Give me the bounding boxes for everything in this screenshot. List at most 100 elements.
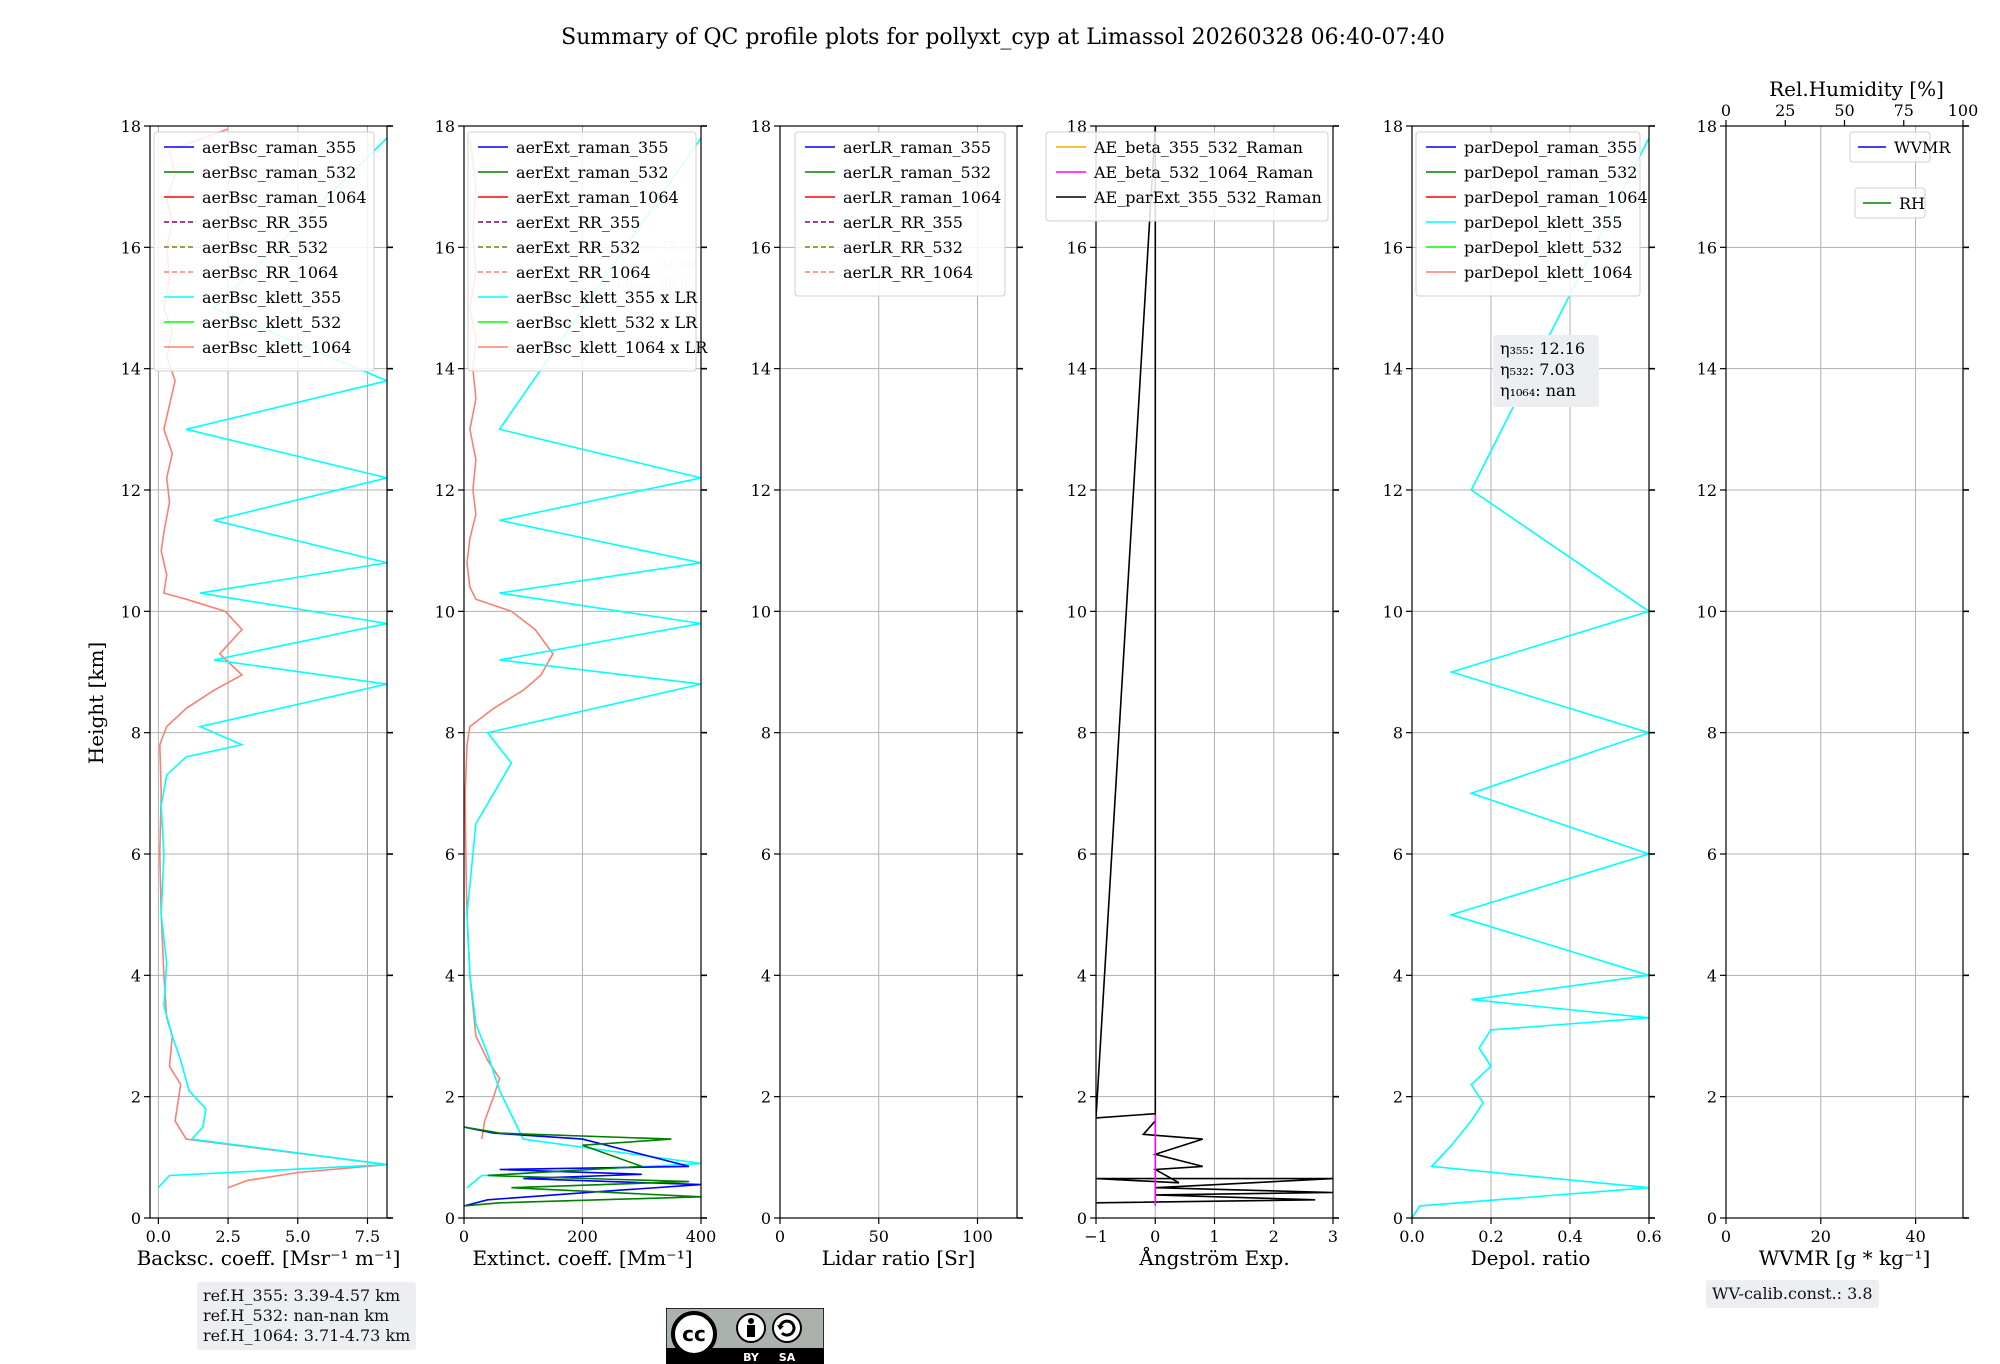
y-tick-label: 8: [1707, 724, 1717, 743]
legend-label: aerLR_raman_532: [843, 163, 991, 182]
axes-frame: [149, 125, 388, 1219]
y-tick-label: 12: [751, 481, 771, 500]
y-tick-label: 8: [445, 724, 455, 743]
cc-license-badge: cc BY SA: [666, 1308, 824, 1364]
series-line-aerBsc_klett_355 x LR: [466, 137, 701, 1189]
legend-label: AE_parExt_355_532_Raman: [1093, 188, 1322, 207]
y-tick-label: 4: [131, 966, 141, 985]
legend-label: aerExt_RR_1064: [516, 263, 651, 282]
eta-box: [1493, 335, 1599, 407]
legend-label: parDepol_raman_355: [1464, 138, 1637, 157]
legend-label: aerBsc_klett_1064: [202, 338, 351, 357]
legend-label: aerLR_raman_355: [843, 138, 991, 157]
y-tick-label: 16: [751, 238, 771, 257]
legend-label: aerBsc_klett_532: [202, 313, 341, 332]
y-tick-label: 16: [1383, 238, 1403, 257]
y-tick-label: 4: [761, 966, 771, 985]
x-tick-label: 40: [1905, 1227, 1925, 1246]
x-tick-label: 2: [1269, 1227, 1279, 1246]
y-tick-label: 12: [121, 481, 141, 500]
y-tick-label: 18: [435, 117, 455, 136]
x-tick-label: 0: [459, 1227, 469, 1246]
y-tick-label: 14: [1383, 360, 1403, 379]
y-tick-label: 16: [435, 238, 455, 257]
top-x-tick-label: 75: [1894, 101, 1914, 120]
series-line-aerBsc_klett_355: [157, 137, 387, 1189]
wv-calib-box: WV-calib.const.: 3.8: [1706, 1280, 1879, 1308]
x-tick-label: 0: [775, 1227, 785, 1246]
y-tick-label: 0: [445, 1209, 455, 1228]
eta-value: η₁₀₆₄: nan: [1500, 381, 1576, 400]
y-tick-label: 14: [121, 360, 141, 379]
legend-label: aerBsc_raman_532: [202, 163, 356, 182]
y-tick-label: 4: [445, 966, 455, 985]
y-tick-label: 18: [1697, 117, 1717, 136]
y-tick-label: 0: [1077, 1209, 1087, 1228]
y-tick-label: 4: [1393, 966, 1403, 985]
y-tick-label: 6: [445, 845, 455, 864]
y-tick-label: 12: [1067, 481, 1087, 500]
y-tick-label: 10: [751, 602, 771, 621]
legend-label: aerBsc_RR_1064: [202, 263, 338, 282]
legend-label: aerBsc_klett_355: [202, 288, 341, 307]
legend-label: aerExt_RR_355: [516, 213, 640, 232]
legend-label: aerBsc_RR_355: [202, 213, 328, 232]
y-tick-label: 14: [1067, 360, 1087, 379]
x-axis-label: Depol. ratio: [1471, 1246, 1591, 1270]
svg-text:cc: cc: [682, 1322, 706, 1346]
x-tick-label: 7.5: [355, 1227, 380, 1246]
y-tick-label: 0: [761, 1209, 771, 1228]
y-tick-label: 18: [751, 117, 771, 136]
x-tick-label: 0.6: [1636, 1227, 1661, 1246]
x-tick-label: −1: [1084, 1227, 1108, 1246]
legend-label: aerLR_RR_355: [843, 213, 963, 232]
y-tick-label: 12: [1383, 481, 1403, 500]
series-line-AE_parExt_355_532_Raman: [1096, 126, 1333, 1204]
x-tick-label: 0.0: [1399, 1227, 1424, 1246]
legend-box: [467, 131, 697, 372]
ref-height-box: ref.H_355: 3.39-4.57 km ref.H_532: nan-n…: [197, 1282, 417, 1350]
y-tick-label: 16: [121, 238, 141, 257]
y-tick-label: 2: [445, 1088, 455, 1107]
y-tick-label: 10: [1697, 602, 1717, 621]
y-tick-label: 12: [1697, 481, 1717, 500]
legend-box: [1849, 131, 1931, 163]
y-tick-label: 2: [761, 1088, 771, 1107]
legend-label: AE_beta_355_532_Raman: [1093, 138, 1303, 157]
y-tick-label: 18: [1067, 117, 1087, 136]
y-tick-label: 4: [1077, 966, 1087, 985]
x-tick-label: 2.5: [215, 1227, 240, 1246]
legend-label: parDepol_klett_355: [1464, 213, 1622, 232]
x-tick-label: 400: [686, 1227, 717, 1246]
x-axis-label: Backsc. coeff. [Msr⁻¹ m⁻¹]: [137, 1246, 401, 1270]
x-tick-label: 200: [567, 1227, 598, 1246]
y-tick-label: 16: [1697, 238, 1717, 257]
legend-label: RH: [1899, 194, 1925, 213]
legend-label: aerLR_RR_1064: [843, 263, 973, 282]
x-axis-label: Lidar ratio [Sr]: [822, 1246, 976, 1270]
legend-label: aerBsc_RR_532: [202, 238, 328, 257]
top-x-tick-label: 50: [1834, 101, 1854, 120]
y-tick-label: 18: [121, 117, 141, 136]
y-tick-label: 0: [1393, 1209, 1403, 1228]
x-tick-label: 50: [869, 1227, 889, 1246]
wv-calib-const: WV-calib.const.: 3.8: [1712, 1284, 1873, 1303]
top-x-tick-label: 0: [1721, 101, 1731, 120]
legend-label: parDepol_raman_532: [1464, 163, 1637, 182]
y-tick-label: 8: [1077, 724, 1087, 743]
x-tick-label: 0.0: [146, 1227, 171, 1246]
x-axis-label: Extinct. coeff. [Mm⁻¹]: [472, 1246, 692, 1270]
series-group: [1412, 137, 1649, 1218]
axes-frame: [1411, 125, 1650, 1219]
y-tick-label: 16: [1067, 238, 1087, 257]
legend-label: parDepol_klett_532: [1464, 238, 1622, 257]
y-tick-label: 2: [1707, 1088, 1717, 1107]
legend-box: [153, 131, 375, 372]
svg-text:SA: SA: [779, 1351, 796, 1364]
y-tick-label: 2: [1393, 1088, 1403, 1107]
legend-label: aerExt_raman_532: [516, 163, 669, 182]
